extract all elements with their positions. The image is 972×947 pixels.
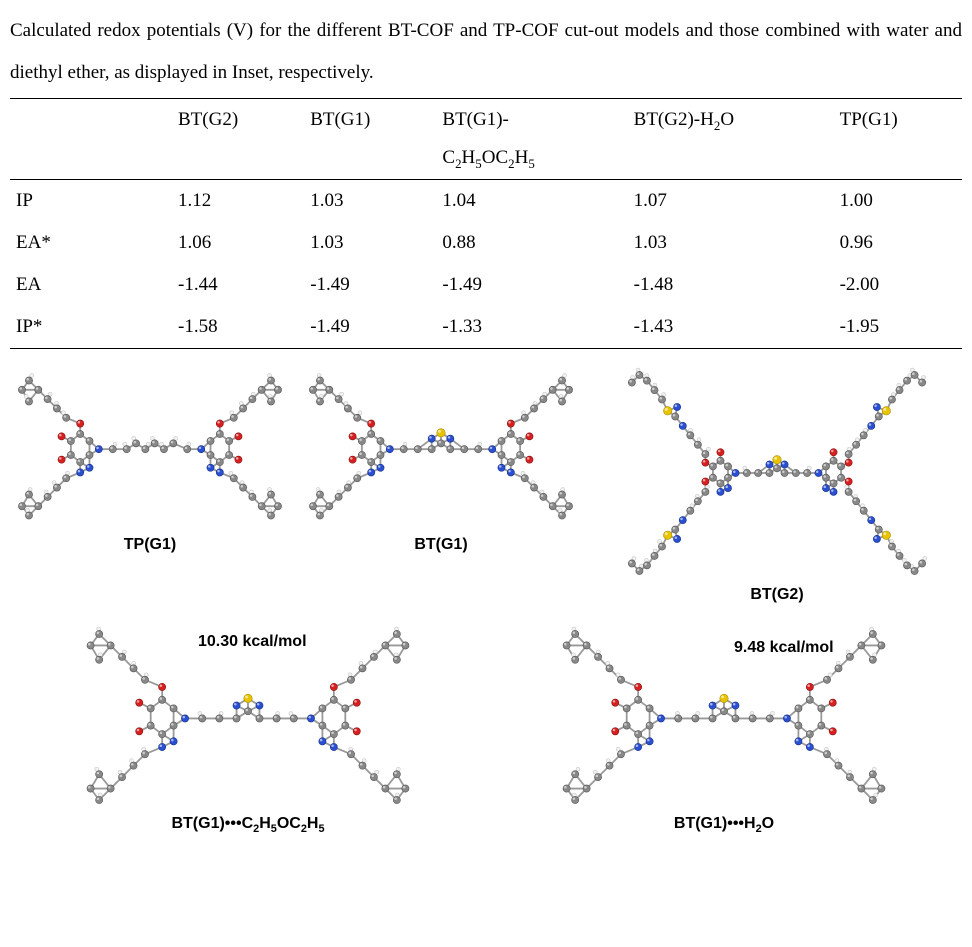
molecule-panel: TP(G1) [10, 363, 290, 554]
panel-label: BT(G1) [414, 535, 467, 554]
cell-value: 1.03 [628, 222, 834, 264]
panel-label: BT(G1)•••C2H5OC2H5 [171, 814, 324, 836]
cell-value: -1.49 [304, 264, 436, 306]
molecule-panel: BT(G1) [301, 363, 581, 554]
cell-value: 1.06 [172, 222, 304, 264]
cell-value: -2.00 [834, 264, 962, 306]
row-label: EA* [10, 222, 172, 264]
cell-value: -1.44 [172, 264, 304, 306]
col-bt-g2: BT(G2) [172, 98, 304, 179]
molecule-svg [524, 622, 924, 812]
cell-value: 1.12 [172, 179, 304, 222]
molecule-svg [592, 363, 962, 583]
row-label: IP* [10, 306, 172, 349]
cell-value: 0.88 [436, 222, 627, 264]
molecule-svg [301, 363, 581, 533]
cell-value: 0.96 [834, 222, 962, 264]
cell-value: -1.43 [628, 306, 834, 349]
row-label: EA [10, 264, 172, 306]
cell-value: -1.49 [304, 306, 436, 349]
redox-table: BT(G2) BT(G1) BT(G1)-C2H5OC2H5 BT(G2)-H2… [10, 98, 962, 349]
col-blank [10, 98, 172, 179]
col-bt-g1-ether: BT(G1)-C2H5OC2H5 [436, 98, 627, 179]
cell-value: -1.49 [436, 264, 627, 306]
cell-value: -1.58 [172, 306, 304, 349]
figure-row-1: TP(G1) BT(G1) BT(G2) [10, 363, 962, 604]
figure-row-2: 10.30 kcal/mol BT(G1)•••C2H5OC2H5 9.48 kca… [10, 622, 962, 836]
cell-value: 1.03 [304, 179, 436, 222]
col-bt-g2-h2o: BT(G2)-H2O [628, 98, 834, 179]
molecule-panel: 9.48 kcal/mol BT(G1)•••H2O [524, 622, 924, 836]
panel-label: TP(G1) [124, 535, 176, 554]
cell-value: -1.48 [628, 264, 834, 306]
cell-value: 1.07 [628, 179, 834, 222]
row-label: IP [10, 179, 172, 222]
cell-value: 1.04 [436, 179, 627, 222]
panel-energy: 10.30 kcal/mol [198, 624, 307, 659]
molecule-svg [10, 363, 290, 533]
molecule-panel: 10.30 kcal/mol BT(G1)•••C2H5OC2H5 [48, 622, 448, 836]
molecule-panel: BT(G2) [592, 363, 962, 604]
cell-value: 1.03 [304, 222, 436, 264]
caption: Calculated redox potentials (V) for the … [10, 10, 962, 94]
col-bt-g1: BT(G1) [304, 98, 436, 179]
panel-energy: 9.48 kcal/mol [734, 630, 834, 665]
panel-label: BT(G2) [750, 585, 803, 604]
panel-label: BT(G1)•••H2O [674, 814, 774, 836]
cell-value: -1.95 [834, 306, 962, 349]
col-tp-g1: TP(G1) [834, 98, 962, 179]
cell-value: -1.33 [436, 306, 627, 349]
cell-value: 1.00 [834, 179, 962, 222]
figures-area: TP(G1) BT(G1) BT(G2) 10.30 kcal/mol BT(G1)•… [10, 363, 962, 836]
